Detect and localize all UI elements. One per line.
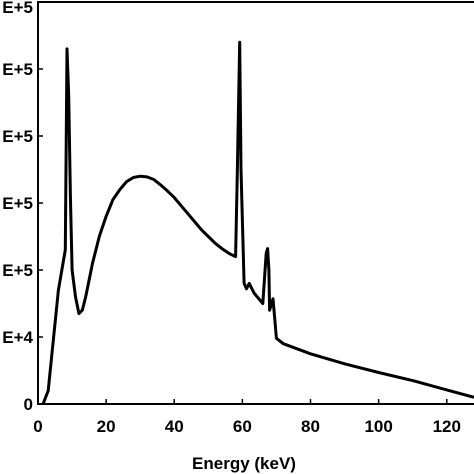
y-tick-label: E+5 — [2, 261, 33, 280]
x-axis-label: Energy (keV) — [192, 454, 296, 473]
spectrum-line — [41, 40, 474, 405]
x-tick-label: 20 — [97, 417, 116, 436]
x-tick-label: 0 — [33, 417, 42, 436]
x-axis-tick-labels: 0 20 40 60 80 100 120 — [33, 417, 461, 436]
x-tick-label: 40 — [165, 417, 184, 436]
y-tick-label: E+5 — [2, 127, 33, 146]
y-tick-label: E+5 — [2, 0, 33, 17]
plot-frame — [37, 1, 474, 405]
x-tick-label: 120 — [433, 417, 461, 436]
y-tick-label: 0 — [24, 395, 33, 414]
y-tick-label: E+5 — [2, 194, 33, 213]
y-tick-label: E+4 — [2, 328, 33, 347]
x-tick-label: 100 — [364, 417, 392, 436]
y-axis-tick-labels: 0 E+4 E+5 E+5 E+5 E+5 E+5 — [2, 0, 33, 414]
x-tick-label: 80 — [301, 417, 320, 436]
x-tick-label: 60 — [233, 417, 252, 436]
y-tick-label: E+5 — [2, 60, 33, 79]
